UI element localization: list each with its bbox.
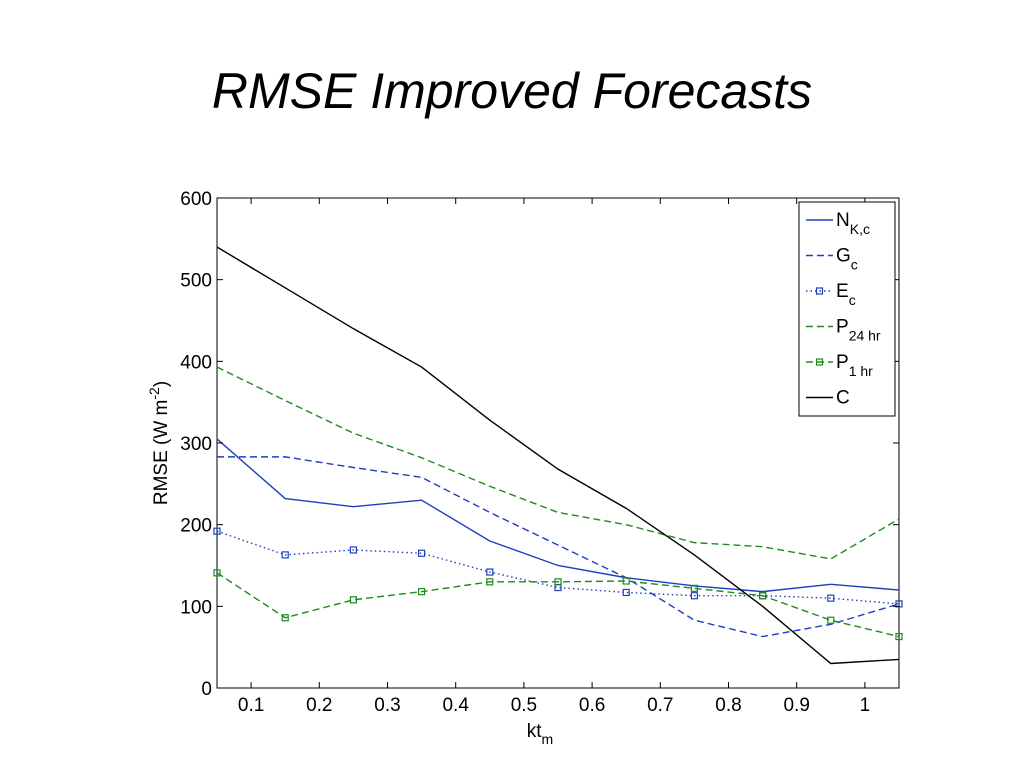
legend: NK,c Gc Ec P24 hr P1 hr C	[798, 201, 896, 417]
x-tick-label: 0.9	[783, 695, 809, 716]
y-axis: 0 100 200 300 400 500 600	[180, 189, 899, 700]
x-axis: 0.1 0.2 0.3 0.4 0.5 0.6 0.7 0.8 0.9 1	[238, 198, 870, 716]
series-line-4	[216, 366, 900, 560]
legend-entry-1: NK,c	[836, 210, 870, 237]
series-3-marker	[895, 600, 903, 608]
series-5-marker	[213, 569, 221, 577]
series-3-marker	[281, 551, 289, 559]
series-5-marker	[690, 584, 699, 592]
x-tick-label: 0.7	[647, 695, 673, 716]
y-tick-label: 400	[180, 352, 212, 373]
x-tick-label: 0.5	[511, 695, 537, 716]
legend-entry-2: Gc	[836, 246, 858, 273]
x-axis-label: ktm	[527, 721, 553, 747]
series-3-marker	[418, 549, 426, 557]
legend-marker	[815, 287, 824, 295]
x-tick-label: 0.4	[442, 695, 469, 716]
legend-entry-4: P24 hr	[836, 317, 881, 344]
slide-title: RMSE Improved Forecasts	[211, 63, 813, 119]
series-5-marker	[827, 616, 835, 624]
y-tick-label: 100	[180, 597, 212, 618]
series-5-marker	[622, 577, 630, 585]
series-3-marker	[349, 546, 357, 554]
y-axis-label: RMSE (W m-2)	[146, 381, 172, 505]
series-line-1	[216, 438, 900, 593]
y-tick-label: 0	[201, 679, 212, 700]
series-5-marker	[281, 614, 289, 622]
legend-box	[798, 201, 896, 417]
series-line-3	[216, 530, 900, 605]
legend-entry-5: P1 hr	[836, 352, 873, 379]
y-tick-label: 600	[180, 189, 212, 210]
series-5-marker	[758, 592, 767, 600]
y-tick-label: 500	[180, 271, 212, 292]
series-5-marker	[418, 588, 426, 596]
series-3-marker	[213, 527, 221, 535]
y-tick-label: 300	[180, 434, 212, 455]
x-tick-label: 0.3	[374, 695, 400, 716]
x-tick-label: 0.1	[238, 695, 264, 716]
series-line-6	[216, 246, 900, 665]
x-tick-label: 0.2	[306, 695, 332, 716]
series-layer	[213, 246, 903, 665]
series-5-marker	[554, 578, 562, 586]
series-5-marker	[349, 596, 357, 604]
series-line-2	[217, 456, 900, 638]
legend-marker	[815, 358, 824, 366]
series-5-marker	[486, 578, 494, 586]
series-line-5	[216, 572, 900, 638]
series-3-marker	[690, 592, 699, 600]
x-tick-label: 1	[860, 695, 871, 716]
legend-entry-6: C	[836, 388, 850, 409]
series-3-marker	[486, 568, 494, 576]
series-3-marker	[827, 594, 835, 602]
x-tick-label: 0.8	[715, 695, 741, 716]
plot-frame	[216, 197, 900, 689]
series-3-marker	[622, 588, 630, 597]
y-tick-label: 200	[180, 516, 212, 537]
x-tick-label: 0.6	[579, 695, 605, 716]
legend-entry-3: Ec	[836, 281, 856, 308]
series-5-marker	[895, 632, 903, 641]
